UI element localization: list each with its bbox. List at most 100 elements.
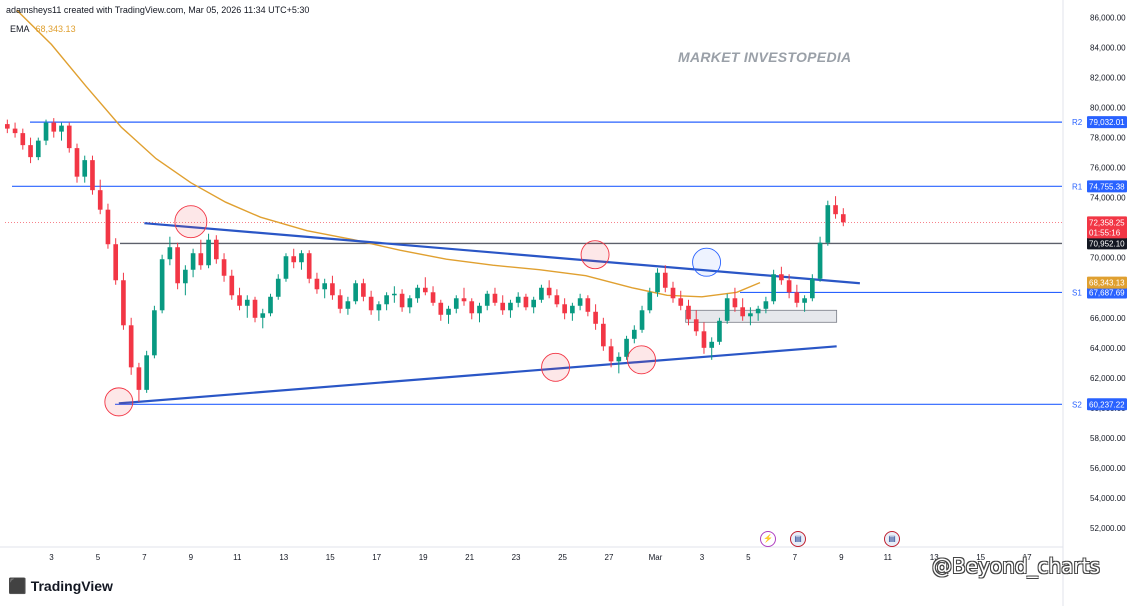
ema-line <box>16 9 761 298</box>
candle-body <box>732 298 738 308</box>
y-tick-label: 58,000.00 <box>1090 434 1126 443</box>
upper-descending-trendline <box>144 222 860 285</box>
candle-body <box>724 298 730 321</box>
candle-body <box>213 239 219 260</box>
highlight-circle <box>627 345 656 375</box>
candle-body <box>601 323 606 347</box>
tradingview-logo[interactable]: ⬛ TradingView <box>8 577 113 595</box>
candle-body <box>152 310 157 356</box>
tradingview-logo-text: TradingView <box>30 578 113 594</box>
candle-body <box>190 253 196 270</box>
candle-body <box>662 272 668 288</box>
candle-body <box>647 292 653 311</box>
y-tick-label: 54,000.00 <box>1090 494 1126 503</box>
candle-body <box>515 296 521 303</box>
candle-body <box>345 301 351 309</box>
candle-body <box>779 274 784 281</box>
y-tick-label: 66,000.00 <box>1090 314 1126 323</box>
candle-body <box>113 244 119 281</box>
candle-body <box>624 338 629 357</box>
candle-body <box>748 313 753 317</box>
highlight-circle <box>174 205 208 239</box>
candle-body <box>299 253 304 263</box>
candle-body <box>66 125 72 149</box>
candle-body <box>593 311 598 324</box>
last-price-tag-bg <box>1087 216 1127 239</box>
y-tick-label: 74,000.00 <box>1090 194 1126 203</box>
candle-body <box>368 296 374 311</box>
candle-body <box>531 299 536 308</box>
candle-body <box>577 298 583 306</box>
candle-body <box>252 299 258 318</box>
candle-body <box>554 295 560 305</box>
level-name-r1: R1 <box>1072 182 1083 191</box>
candle-body <box>477 305 482 314</box>
level-tag-bg <box>1087 398 1127 411</box>
x-tick-label: 13 <box>930 553 939 562</box>
candle-body <box>717 320 722 342</box>
candle-body <box>28 145 33 158</box>
candle-body <box>631 329 637 339</box>
x-tick-label: Mar <box>649 553 663 562</box>
x-tick-label: 25 <box>558 553 567 562</box>
candle-body <box>59 125 64 132</box>
candle-body <box>384 295 389 305</box>
candle-body <box>771 274 776 302</box>
candle-body <box>453 298 459 309</box>
candle-body <box>399 293 405 308</box>
y-tick-label: 64,000.00 <box>1090 344 1126 353</box>
x-tick-label: 11 <box>884 553 893 562</box>
ema-legend[interactable]: EMA 68,343.13 <box>10 24 76 34</box>
lightning-icon[interactable]: ⚡ <box>760 531 776 547</box>
candle-body <box>144 355 149 390</box>
us-flag-icon[interactable]: ▤ <box>790 531 806 547</box>
level-name-r2: R2 <box>1072 118 1083 127</box>
candle-body <box>330 283 335 296</box>
candle-body <box>492 293 498 303</box>
candle-body <box>306 253 312 279</box>
level-name-s2: S2 <box>1072 400 1082 409</box>
y-tick-label: 76,000.00 <box>1090 164 1126 173</box>
candle-body <box>376 304 382 311</box>
x-tick-label: 17 <box>372 553 381 562</box>
y-tick-label: 52,000.00 <box>1090 524 1126 533</box>
x-tick-label: 3 <box>700 553 705 562</box>
candle-body <box>105 209 111 245</box>
candle-body <box>508 302 513 311</box>
candle-body <box>693 319 699 332</box>
candle-body <box>283 256 289 279</box>
level-tag-value: 79,032.01 <box>1089 118 1125 127</box>
candle-body <box>74 148 80 177</box>
candle-body <box>840 214 846 223</box>
x-tick-label: 7 <box>142 553 147 562</box>
candle-body <box>275 278 281 297</box>
ema-legend-value: 68,343.13 <box>35 24 76 34</box>
level-tag-value: 74,755.38 <box>1089 182 1125 191</box>
x-tick-label: 7 <box>793 553 798 562</box>
candle-body <box>268 296 273 314</box>
candle-body <box>337 295 343 309</box>
level-tag-bg <box>1087 180 1127 193</box>
x-tick-label: 3 <box>49 553 54 562</box>
x-tick-label: 27 <box>605 553 614 562</box>
level-tag-bg <box>1087 116 1127 129</box>
candle-body <box>562 304 567 314</box>
candle-body <box>794 292 800 303</box>
candle-body <box>361 283 366 297</box>
candle-body <box>484 293 490 306</box>
candle-body <box>415 287 420 299</box>
candle-body <box>500 302 506 311</box>
candle-body <box>407 298 413 308</box>
candle-body <box>136 367 142 390</box>
x-tick-label: 15 <box>326 553 335 562</box>
level-tag-value: 67,687.69 <box>1089 288 1125 297</box>
lower-ascending-trendline <box>118 345 837 405</box>
candle-body <box>469 301 475 314</box>
candle-body <box>322 283 328 290</box>
candle-body <box>167 247 173 260</box>
candle-body <box>678 298 684 306</box>
y-tick-label: 70,000.00 <box>1090 254 1126 263</box>
highlight-circle <box>541 352 571 382</box>
us-flag-icon[interactable]: ▤ <box>884 531 900 547</box>
